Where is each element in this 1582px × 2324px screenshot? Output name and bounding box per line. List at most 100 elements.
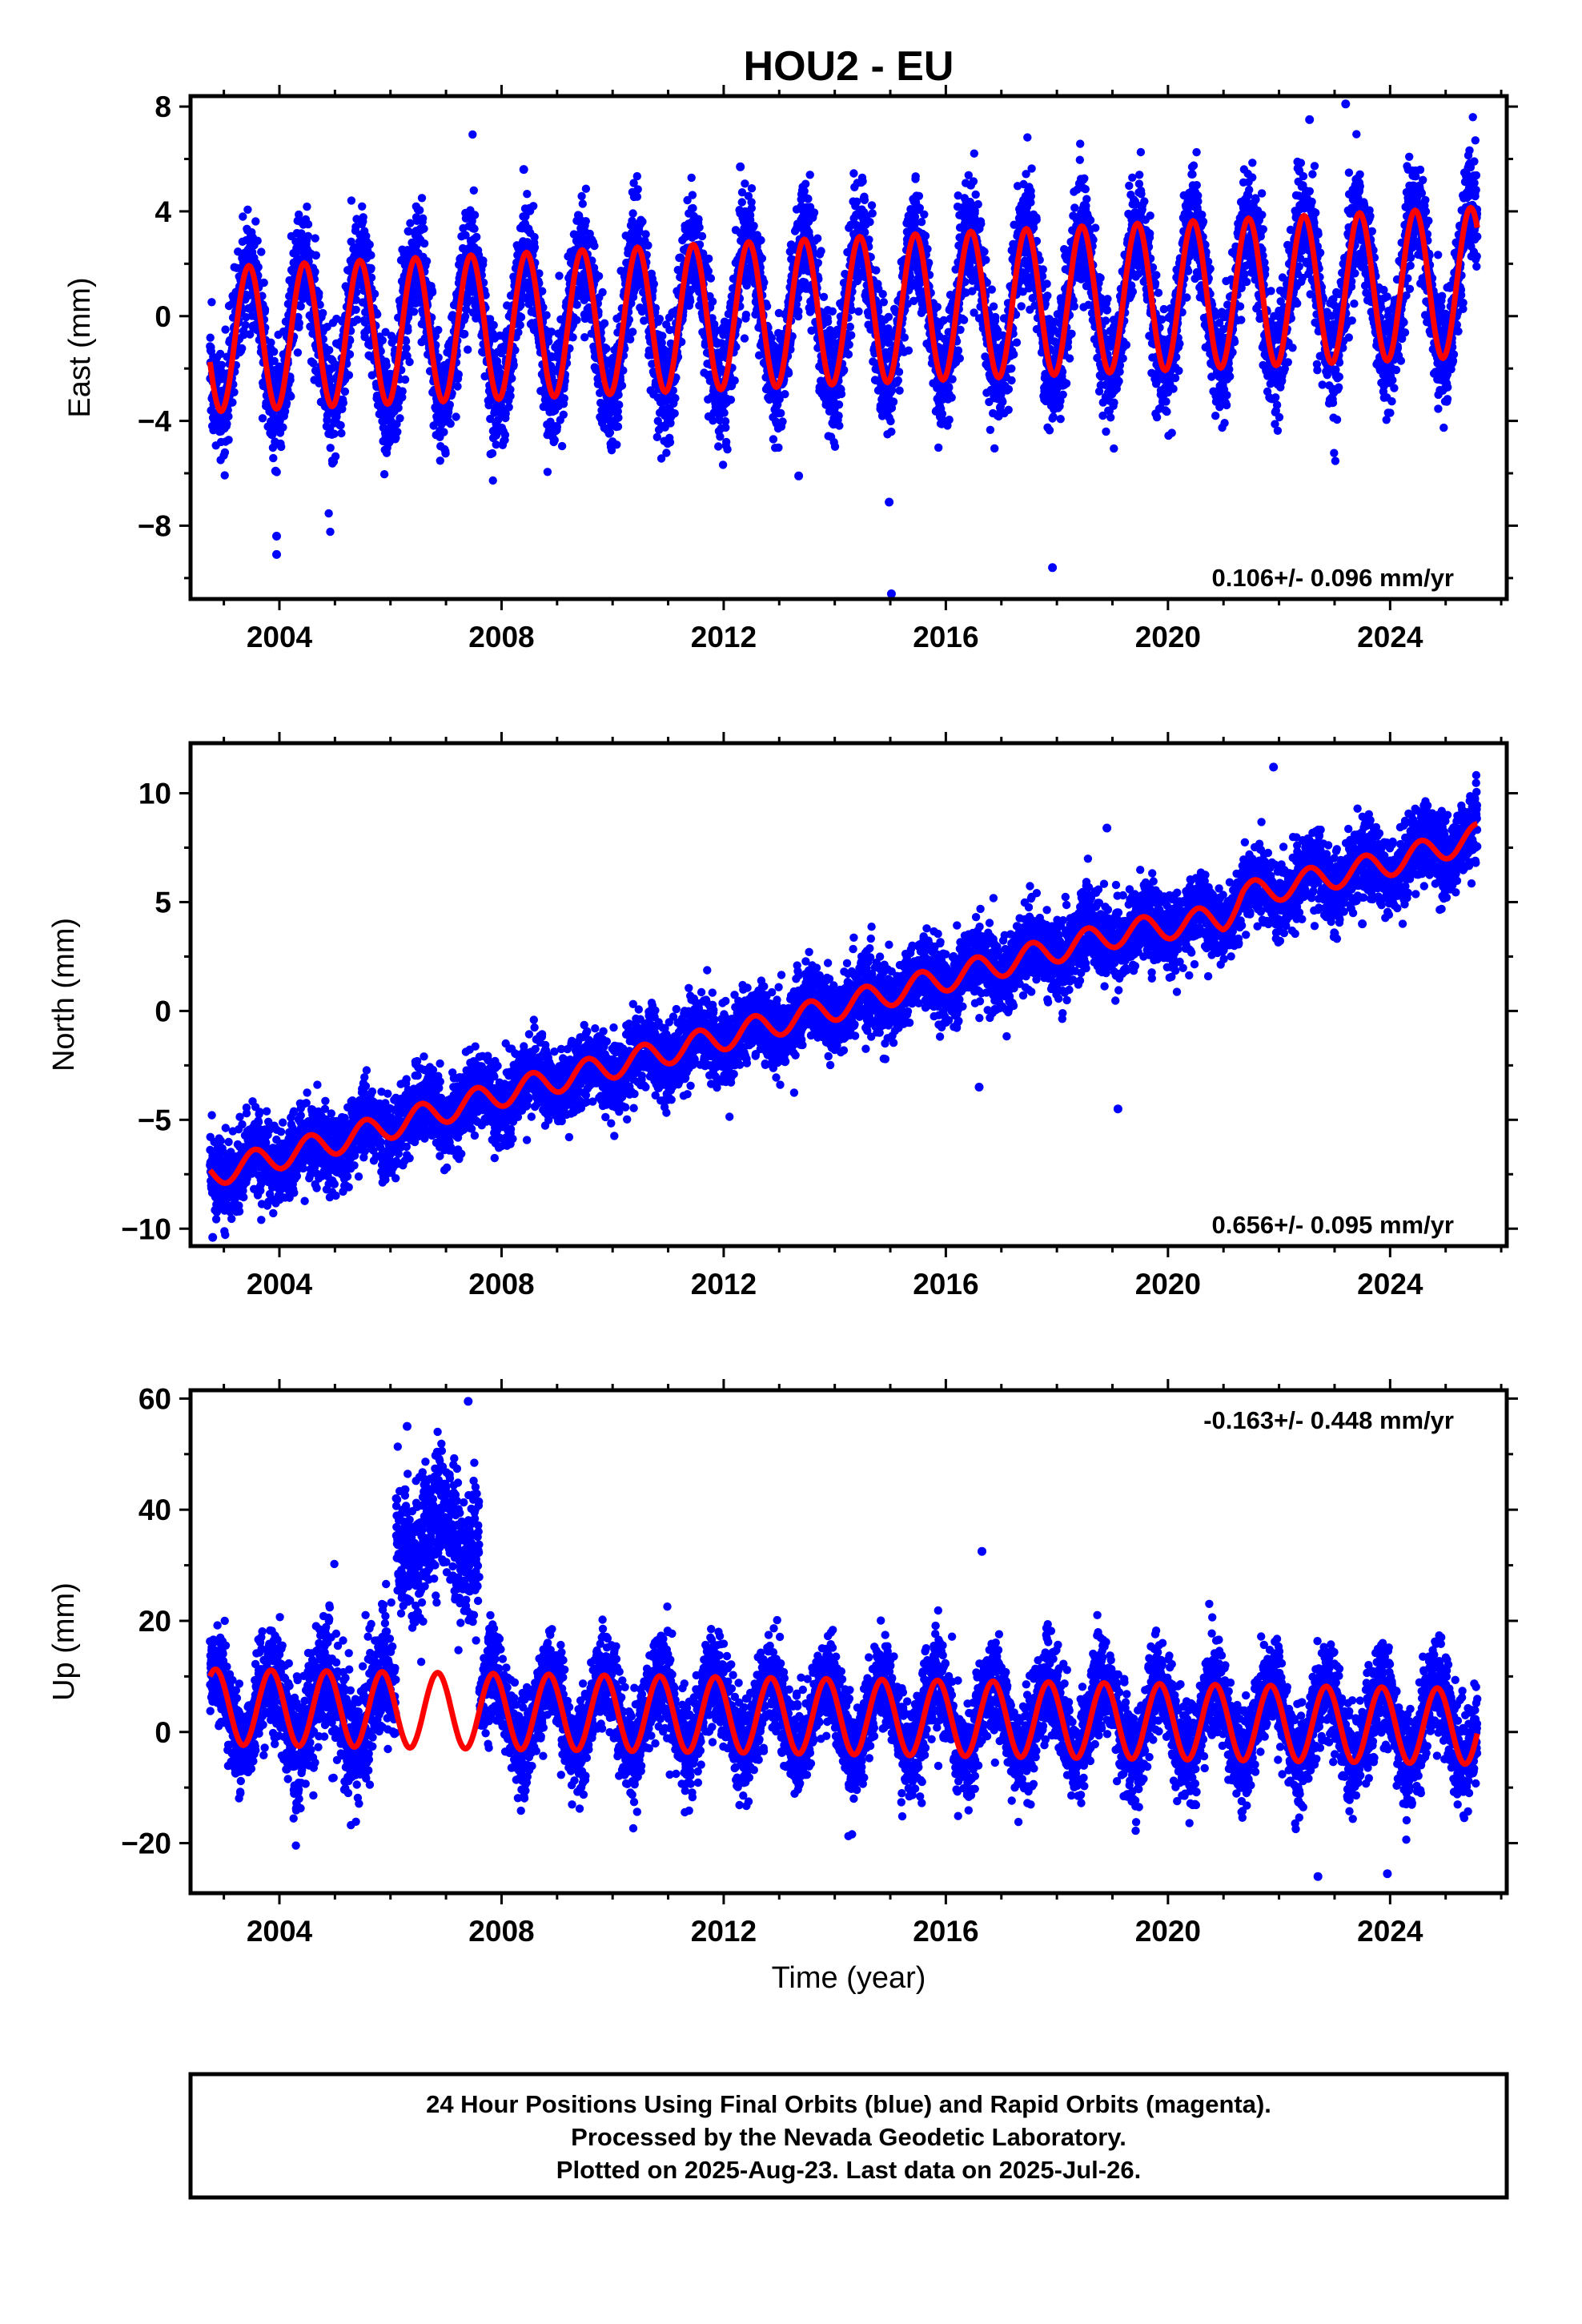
data-point	[326, 528, 334, 536]
data-point	[366, 240, 374, 248]
data-point	[452, 412, 460, 420]
data-point	[835, 400, 843, 408]
data-point	[612, 440, 620, 448]
data-point	[847, 331, 855, 339]
data-point	[260, 279, 268, 287]
data-point	[447, 420, 455, 428]
data-point	[224, 436, 232, 444]
data-point	[887, 428, 895, 436]
data-point	[410, 308, 418, 316]
data-point	[399, 387, 407, 395]
data-point	[311, 234, 319, 242]
data-point	[934, 444, 942, 452]
data-point	[695, 223, 703, 231]
data-point	[705, 255, 713, 263]
data-point	[319, 309, 327, 317]
data-point	[514, 328, 522, 336]
data-point	[297, 302, 305, 310]
data-point	[854, 308, 862, 316]
data-point	[241, 321, 249, 329]
data-point	[405, 358, 413, 366]
data-point	[757, 236, 765, 244]
data-point	[455, 370, 463, 378]
data-point	[517, 313, 525, 321]
data-point	[380, 470, 388, 478]
data-point	[440, 428, 448, 436]
data-point	[845, 350, 853, 358]
data-point	[946, 416, 954, 424]
data-point	[558, 442, 566, 450]
data-point	[418, 194, 426, 202]
data-point	[794, 308, 802, 316]
data-point	[872, 266, 880, 274]
data-point	[801, 180, 809, 188]
data-point	[880, 298, 888, 306]
data-point	[777, 409, 785, 417]
data-point	[813, 235, 821, 243]
chart-title: HOU2 - EU	[744, 43, 954, 90]
data-point	[731, 376, 739, 384]
data-point	[614, 423, 622, 431]
data-point	[501, 431, 509, 439]
data-point	[207, 298, 215, 306]
data-point	[778, 417, 786, 425]
data-point	[238, 344, 246, 352]
data-point	[741, 179, 749, 187]
data-point	[270, 348, 278, 356]
data-point	[758, 255, 766, 263]
data-point	[324, 509, 332, 517]
data-point	[277, 443, 285, 451]
data-point	[666, 419, 674, 427]
data-point	[840, 366, 848, 374]
data-point	[666, 438, 674, 446]
data-point	[834, 412, 842, 420]
data-point	[471, 211, 479, 219]
data-point	[560, 411, 568, 419]
data-point	[273, 468, 281, 476]
data-point	[224, 412, 232, 420]
data-point	[912, 172, 920, 180]
data-point	[689, 191, 697, 199]
data-point	[551, 436, 559, 444]
data-point	[915, 192, 923, 200]
data-point	[423, 257, 431, 265]
data-point	[331, 452, 339, 460]
data-point	[259, 414, 267, 422]
data-point	[464, 345, 472, 353]
data-point	[341, 388, 349, 396]
data-point	[529, 202, 537, 210]
data-point	[600, 320, 608, 328]
data-point	[889, 397, 897, 405]
data-point	[544, 468, 552, 476]
data-point	[633, 193, 641, 201]
data-point	[577, 192, 585, 200]
data-point	[555, 271, 563, 279]
data-point	[869, 209, 877, 217]
data-point	[257, 247, 265, 255]
data-point	[560, 394, 568, 402]
data-point	[824, 318, 832, 326]
data-point	[579, 199, 587, 207]
data-point	[304, 220, 312, 228]
data-point	[785, 369, 793, 377]
data-point	[339, 399, 347, 407]
data-point	[641, 230, 649, 238]
data-point	[727, 396, 735, 404]
data-point	[804, 195, 812, 203]
data-point	[934, 303, 942, 311]
data-point	[689, 204, 697, 212]
data-point	[845, 340, 853, 348]
data-point	[489, 476, 497, 485]
data-point	[221, 448, 229, 456]
data-point	[742, 311, 750, 319]
data-point	[416, 206, 424, 214]
data-point	[634, 185, 642, 193]
data-point	[530, 233, 538, 241]
data-point	[490, 321, 498, 329]
data-point	[351, 306, 359, 314]
data-point	[846, 323, 854, 331]
data-point	[230, 388, 238, 396]
data-point	[923, 245, 931, 253]
data-point	[633, 172, 641, 180]
